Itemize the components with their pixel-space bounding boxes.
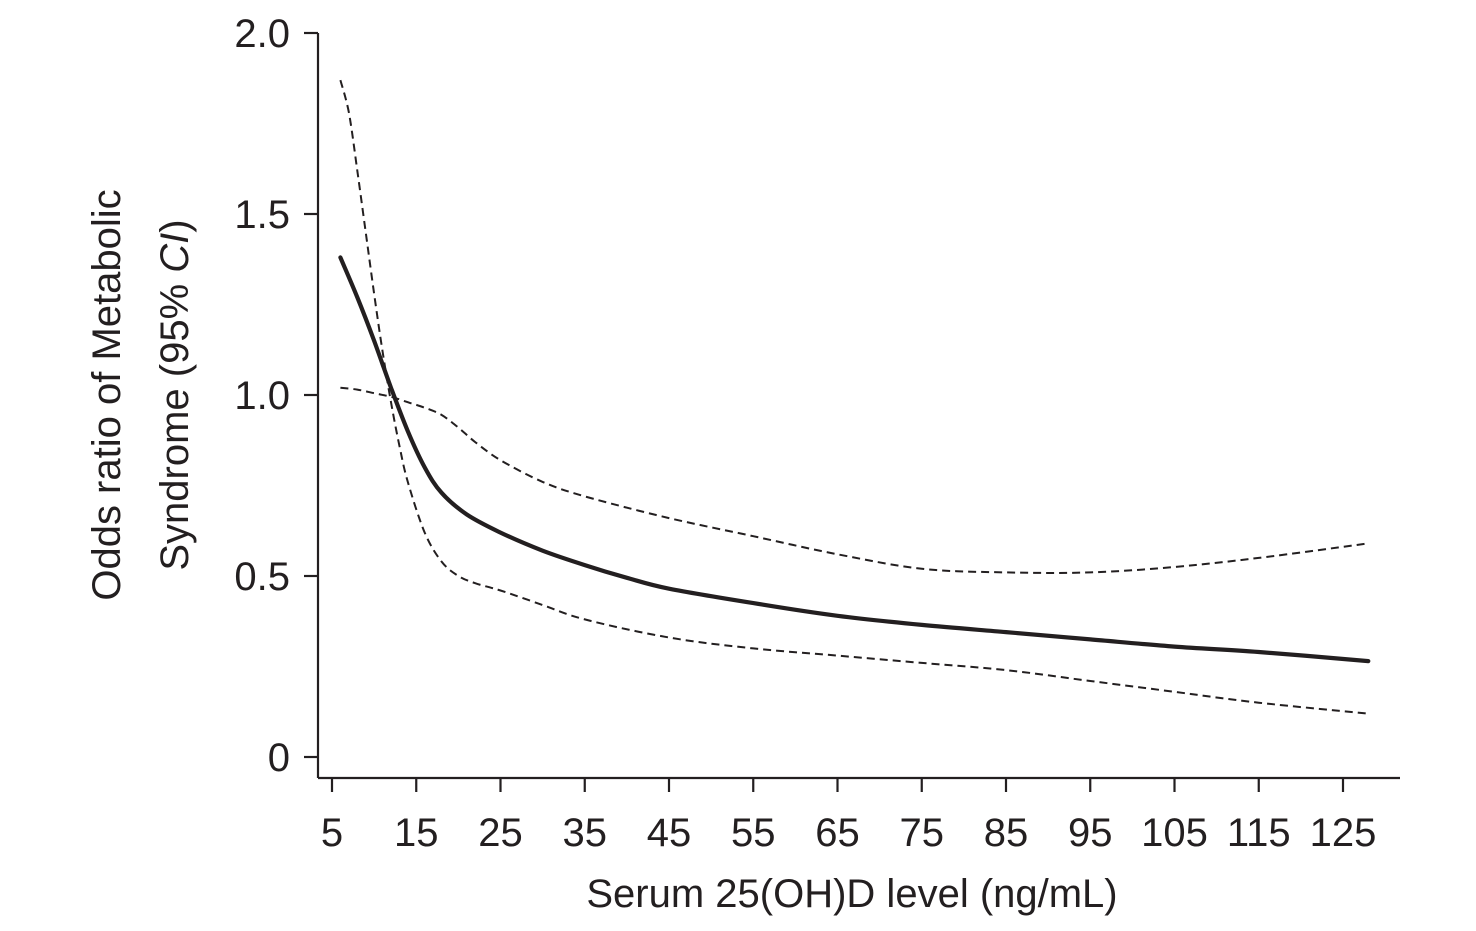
y-tick-label: 0: [268, 736, 290, 780]
x-ticks: 5 15 25 35 45 55 65 75 85 95 105 115 125: [321, 778, 1377, 855]
axes: [316, 33, 1400, 780]
x-tick-label: 5: [321, 811, 343, 855]
x-tick-label: 95: [1068, 811, 1113, 855]
x-tick-label: 65: [815, 811, 860, 855]
y-tick-label: 1.0: [234, 374, 290, 418]
y-ticks: 0 0.5 1.0 1.5 2.0: [234, 12, 318, 780]
x-tick-label: 85: [984, 811, 1029, 855]
y-axis-title-line2-suffix: ): [153, 219, 197, 232]
x-tick-label: 25: [478, 811, 523, 855]
y-axis-title-line1: Odds ratio of Metabolic: [85, 189, 129, 600]
plot-lines: [338, 79, 1371, 715]
y-axis-title-line2-prefix: Syndrome (95%: [153, 273, 197, 571]
x-tick-label: 105: [1141, 811, 1208, 855]
y-axis-title-line2: Syndrome (95% CI): [153, 219, 197, 570]
x-tick-label: 55: [731, 811, 776, 855]
upper-ci-line: [339, 79, 1369, 715]
x-tick-label: 115: [1227, 811, 1291, 855]
lower-ci-line: [340, 386, 1369, 574]
x-tick-label: 15: [394, 811, 439, 855]
x-tick-label: 75: [900, 811, 945, 855]
x-tick-label: 125: [1310, 811, 1377, 855]
y-tick-label: 0.5: [234, 555, 290, 599]
x-tick-label: 45: [647, 811, 692, 855]
y-axis-title: Odds ratio of Metabolic Syndrome (95% CI…: [85, 189, 197, 600]
y-tick-label: 1.5: [234, 193, 290, 237]
y-tick-label: 2.0: [234, 12, 290, 56]
x-axis-title: Serum 25(OH)D level (ng/mL): [586, 872, 1117, 916]
y-axis-title-line2-italic: CI: [153, 233, 197, 273]
x-tick-label: 35: [563, 811, 608, 855]
estimate-line: [338, 255, 1371, 664]
